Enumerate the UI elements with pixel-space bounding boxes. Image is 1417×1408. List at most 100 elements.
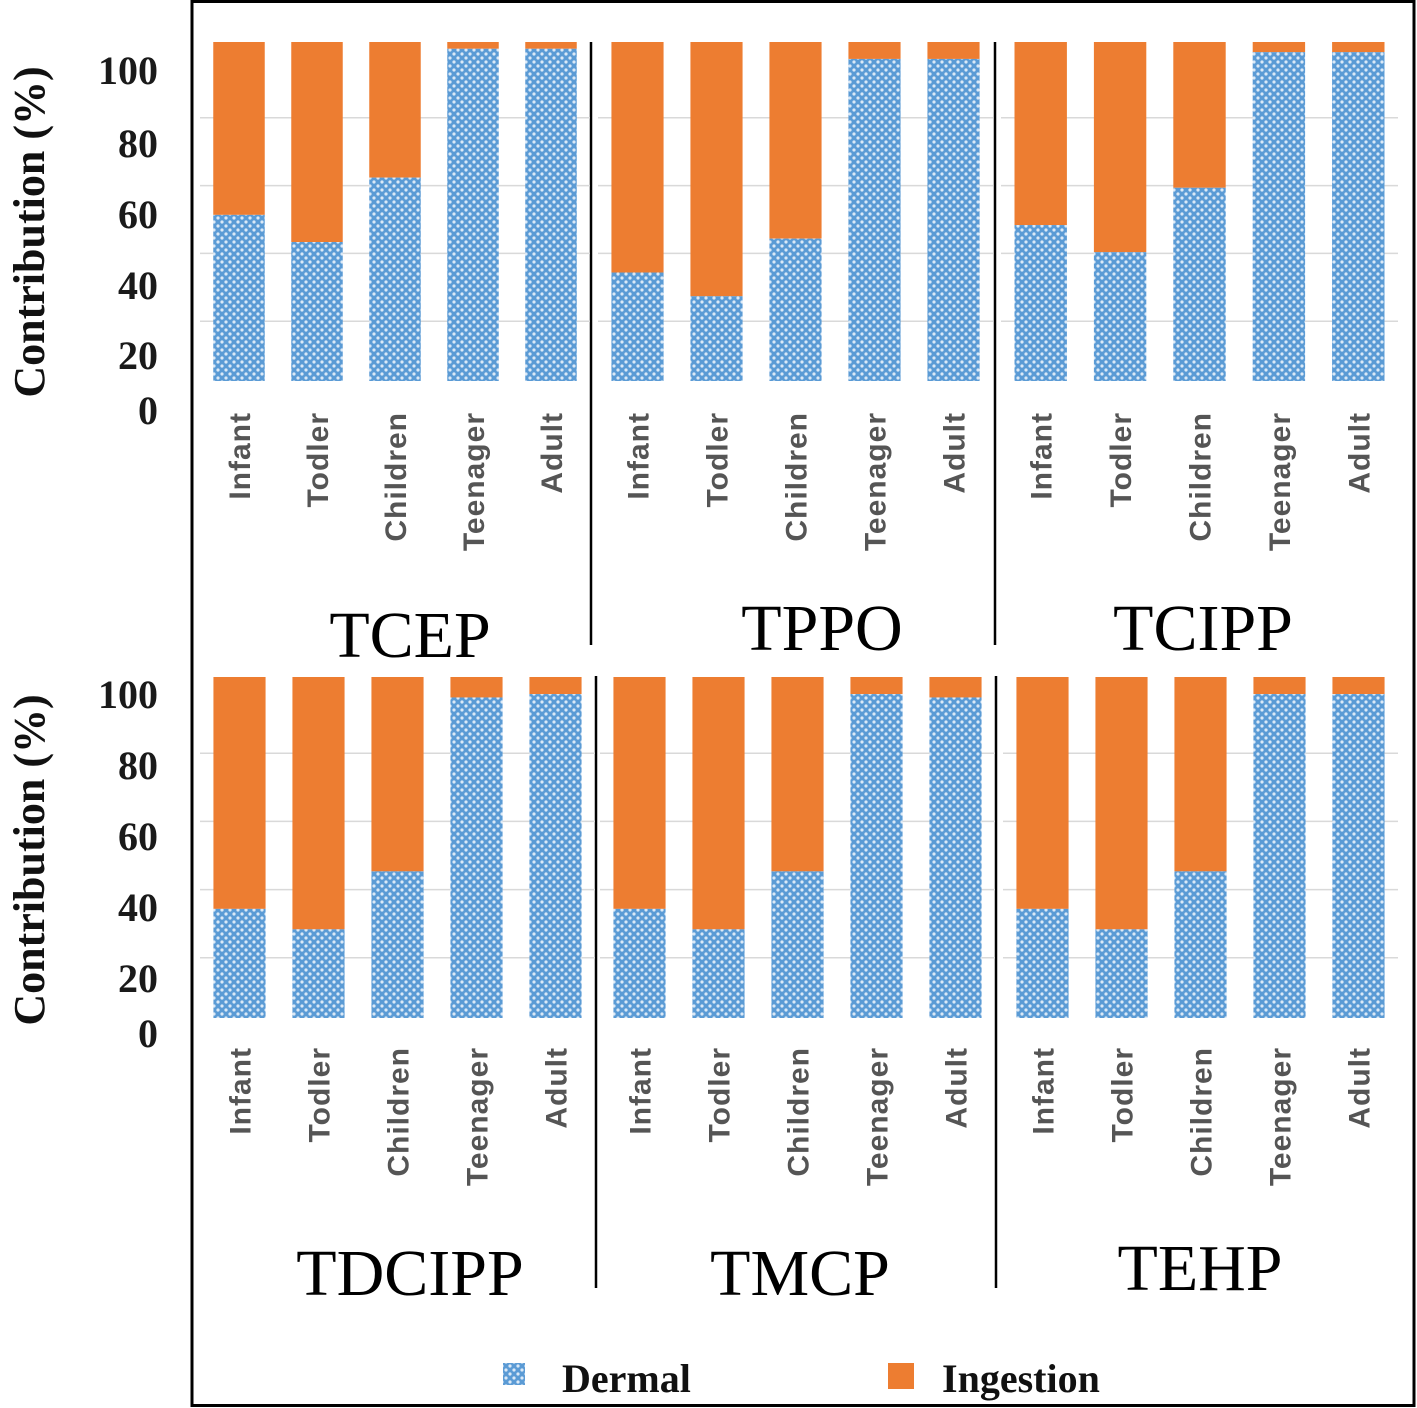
bar-ingestion-adult — [929, 677, 982, 698]
category-label: Infant — [623, 412, 656, 500]
bar-dermal-infant — [213, 908, 266, 1018]
category-label: Todler — [704, 1047, 737, 1142]
category-label: Adult — [541, 1047, 574, 1129]
bar-dermal-todler — [690, 296, 743, 381]
y-tick-label: 20 — [118, 956, 158, 1001]
bar-dermal-teenager — [1253, 694, 1306, 1018]
bar-dermal-adult — [1332, 694, 1385, 1018]
bar-dermal-infant — [1016, 908, 1069, 1018]
panel-title: TMCP — [710, 1237, 890, 1310]
bar-dermal-teenager — [447, 48, 499, 381]
bar-dermal-children — [371, 871, 424, 1018]
category-label: Todler — [1107, 1047, 1140, 1142]
legend: Dermal Ingestion — [503, 1356, 1100, 1401]
y-tick-label: 100 — [98, 48, 158, 93]
bar-ingestion-children — [771, 677, 824, 872]
y-axis-title-top: Contribution (%) — [5, 66, 54, 397]
panel-title: TDCIPP — [296, 1237, 523, 1310]
bar-dermal-adult — [929, 697, 982, 1018]
category-label: Todler — [304, 1047, 337, 1142]
bar-ingestion-infant — [613, 677, 666, 909]
bar-dermal-infant — [213, 214, 265, 381]
bar-ingestion-children — [369, 42, 421, 178]
category-label: Infant — [225, 1047, 258, 1135]
bar-ingestion-teenager — [1253, 677, 1306, 695]
bar-ingestion-teenager — [1252, 42, 1306, 53]
y-tick-label: 40 — [118, 263, 158, 308]
bar-ingestion-infant — [213, 42, 265, 215]
bar-dermal-teenager — [1252, 52, 1306, 382]
bar-dermal-children — [769, 238, 822, 381]
chart-panel-tcep: Infant Todler Children Teenager Adult 0 20 40 60… — [98, 42, 590, 672]
category-label: Children — [383, 1047, 416, 1177]
bar-ingestion-todler — [1093, 42, 1147, 253]
y-tick-label: 20 — [118, 333, 158, 378]
bar-dermal-todler — [692, 929, 745, 1018]
chart-panel-tmcp: Infant Todler Children Teenager Adult TMCP — [600, 677, 995, 1310]
chart-panel-tdcipp: Infant Todler Children Teenager Adult 0 20 40 60… — [98, 672, 595, 1310]
bar-dermal-children — [1174, 871, 1227, 1018]
category-label: Adult — [941, 1047, 974, 1129]
bar-dermal-teenager — [850, 694, 903, 1018]
chart-panel-tehp: Infant Todler Children Teenager Adult TEHP — [1003, 677, 1398, 1305]
bar-dermal-infant — [611, 272, 664, 381]
bar-dermal-children — [771, 871, 824, 1018]
y-tick-label: 80 — [118, 743, 158, 788]
category-label: Children — [1186, 1047, 1219, 1177]
category-label: Teenager — [1264, 412, 1297, 551]
bar-ingestion-adult — [529, 677, 582, 695]
bar-ingestion-todler — [292, 677, 345, 930]
bar-dermal-todler — [1095, 929, 1148, 1018]
bar-ingestion-teenager — [848, 42, 901, 59]
y-tick-label: 0 — [138, 388, 158, 433]
category-label: Adult — [536, 412, 569, 494]
category-label: Todler — [1105, 412, 1138, 507]
bar-ingestion-adult — [1332, 677, 1385, 695]
legend-swatch-dermal — [503, 1363, 525, 1385]
category-label: Teenager — [860, 412, 893, 551]
bar-ingestion-todler — [692, 677, 745, 930]
y-axis-title-bottom: Contribution (%) — [5, 694, 54, 1025]
category-label: Children — [783, 1047, 816, 1177]
bar-dermal-infant — [613, 908, 666, 1018]
bar-dermal-adult — [1332, 52, 1385, 382]
y-tick-label: 0 — [138, 1011, 158, 1056]
bar-ingestion-adult — [1332, 42, 1385, 53]
category-label: Adult — [1344, 1047, 1377, 1129]
category-label: Infant — [1028, 1047, 1061, 1135]
category-label: Teenager — [862, 1047, 895, 1186]
chart-panel-tppo: Infant Todler Children Teenager Adult TPPO — [598, 42, 993, 665]
category-label: Infant — [224, 412, 257, 500]
legend-label-dermal: Dermal — [562, 1356, 691, 1401]
bar-dermal-todler — [291, 242, 343, 381]
category-label: Teenager — [458, 412, 491, 551]
category-label: Children — [781, 412, 814, 542]
y-tick-label: 60 — [118, 814, 158, 859]
category-label: Infant — [1026, 412, 1059, 500]
bar-ingestion-infant — [1016, 677, 1069, 909]
bar-ingestion-infant — [1014, 42, 1067, 226]
bar-dermal-adult — [529, 694, 582, 1018]
category-label: Adult — [1343, 412, 1376, 494]
bar-ingestion-teenager — [447, 42, 499, 49]
legend-label-ingestion: Ingestion — [942, 1356, 1100, 1401]
y-tick-label: 60 — [118, 192, 158, 237]
bar-ingestion-children — [769, 42, 822, 239]
category-label: Teenager — [1265, 1047, 1298, 1186]
panel-title: TEHP — [1118, 1232, 1283, 1305]
panel-title: TCIPP — [1113, 592, 1293, 665]
bar-dermal-teenager — [450, 697, 503, 1018]
y-tick-label: 40 — [118, 885, 158, 930]
bar-ingestion-todler — [1095, 677, 1148, 930]
bar-dermal-children — [1173, 187, 1226, 381]
category-label: Infant — [625, 1047, 658, 1135]
category-label: Adult — [939, 412, 972, 494]
bar-ingestion-adult — [525, 42, 577, 49]
figure-frame — [190, 0, 1416, 1407]
bar-ingestion-teenager — [450, 677, 503, 698]
category-label: Teenager — [462, 1047, 495, 1186]
y-tick-label: 80 — [118, 121, 158, 166]
bar-ingestion-todler — [690, 42, 743, 297]
bar-ingestion-children — [1174, 677, 1227, 872]
